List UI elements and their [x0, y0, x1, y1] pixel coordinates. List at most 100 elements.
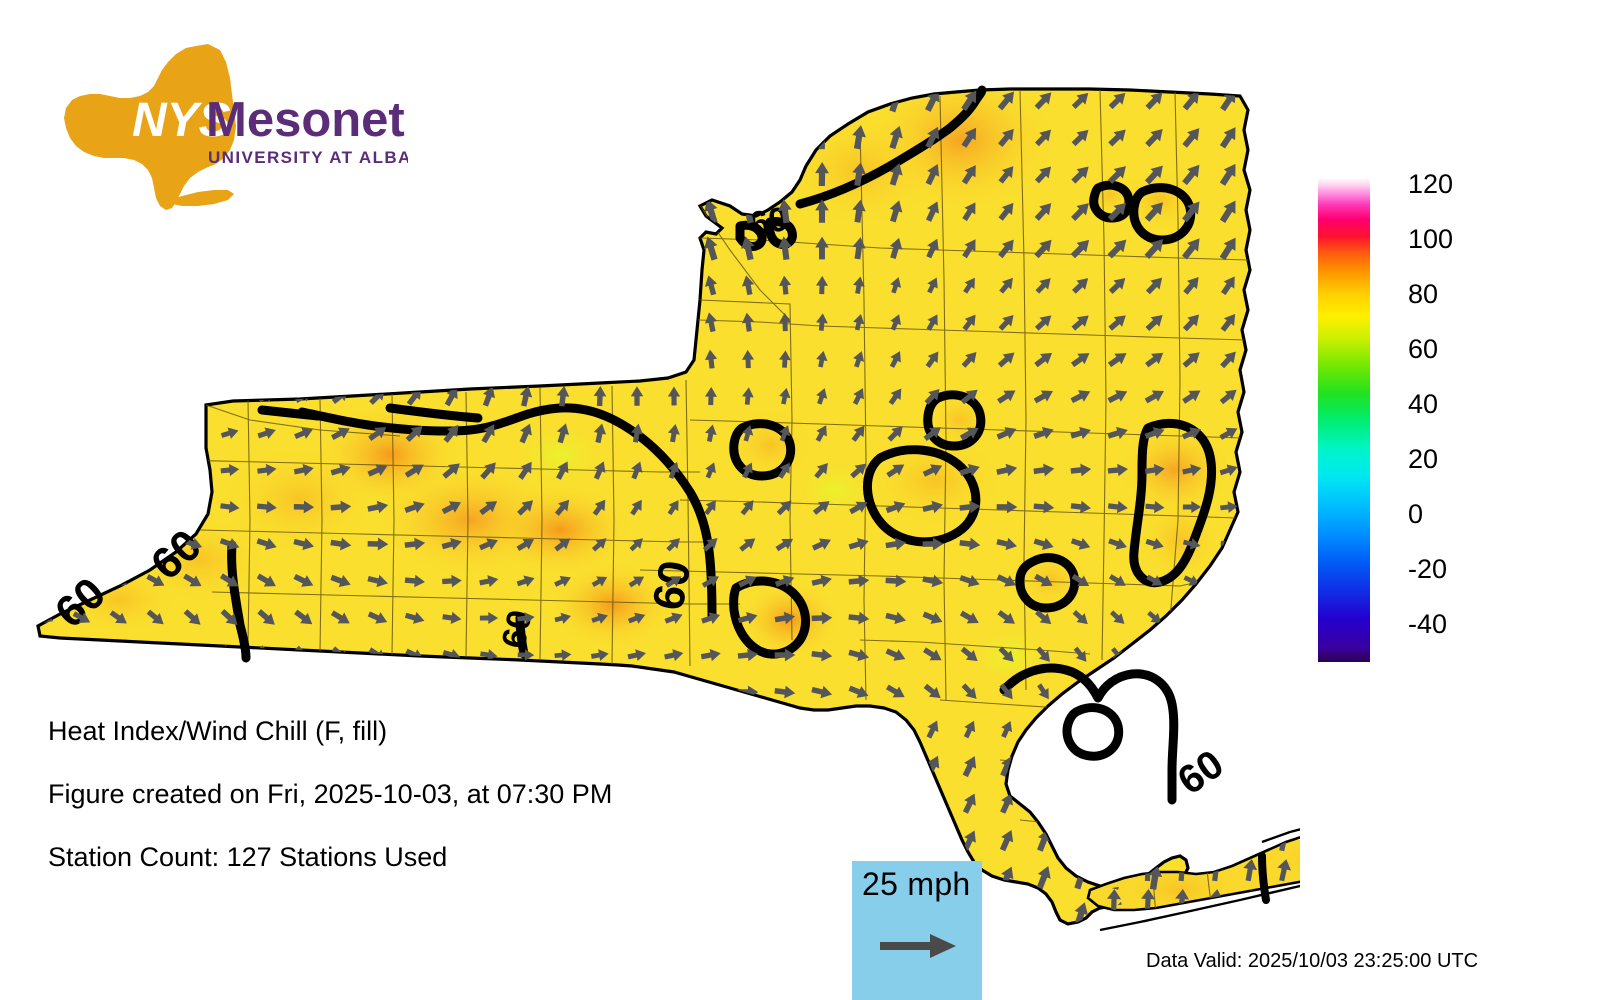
wind-arrow: [742, 387, 754, 405]
wind-arrow: [1107, 239, 1127, 259]
wind-arrow: [110, 646, 127, 662]
wind-arrow: [1148, 827, 1163, 853]
wind-arrow: [256, 537, 277, 550]
contour-60-hudson-loop: [1129, 418, 1217, 588]
wind-arrow: [1107, 829, 1122, 852]
wind-arrow: [480, 686, 497, 698]
wind-arrow: [73, 538, 91, 550]
wind-arrow: [519, 199, 533, 223]
wind-arrow: [1034, 352, 1053, 368]
wind-arrow: [1036, 646, 1050, 662]
contour-60-lakeshore-a: [257, 405, 323, 421]
wind-arrow: [519, 236, 533, 261]
wind-arrow: [407, 350, 421, 369]
wind-arrow: [73, 389, 90, 405]
wind-arrow: [147, 464, 165, 476]
wind-arrow: [445, 275, 458, 295]
wind-arrow: [704, 199, 718, 224]
contour-60-tiny-lakeshore2: [765, 217, 797, 249]
wind-arrow: [776, 500, 792, 516]
wind-arrow: [293, 500, 315, 514]
wind-arrow: [742, 349, 755, 369]
wind-arrow: [593, 348, 607, 370]
wind-arrow: [848, 685, 869, 698]
wind-arrow: [1073, 646, 1087, 662]
wind-arrow: [1145, 128, 1163, 148]
wind-arrow: [1221, 827, 1237, 853]
wind-arrow: [73, 237, 89, 261]
wind-arrow: [1241, 918, 1258, 942]
long-island-silhouette: [170, 190, 234, 206]
wind-arrow: [1185, 901, 1200, 924]
wind-arrow: [1071, 573, 1090, 586]
wind-arrow: [295, 353, 311, 367]
wind-arrow: [334, 278, 346, 294]
wind-arrow: [183, 500, 203, 513]
wind-arrow: [330, 463, 351, 477]
wind-arrow: [850, 463, 867, 479]
wind-arrow: [482, 348, 496, 370]
wind-arrow: [1182, 500, 1202, 514]
contour-label-60: 60: [495, 607, 540, 652]
wind-arrow: [404, 500, 425, 514]
wind-arrow: [1181, 427, 1202, 440]
wind-arrow: [889, 237, 903, 259]
wind-arrow: [556, 125, 570, 149]
wind-arrow: [294, 427, 313, 440]
wind-arrow: [811, 685, 833, 699]
wind-arrow: [630, 386, 644, 406]
wind-arrow: [591, 538, 607, 552]
wind-arrow: [590, 685, 610, 699]
wind-arrow: [704, 125, 718, 150]
wind-arrow: [999, 683, 1013, 700]
wind-arrow: [1182, 464, 1202, 477]
wind-arrow: [1033, 390, 1053, 404]
wind-arrow: [259, 681, 273, 701]
wind-arrow: [1038, 721, 1049, 738]
wind-arrow: [38, 312, 51, 333]
wind-arrow: [259, 278, 274, 293]
wind-arrow: [848, 611, 870, 625]
wind-arrow: [1035, 278, 1051, 294]
wind-arrow: [1000, 756, 1013, 777]
wind-arrow: [815, 719, 828, 740]
wind-arrow: [220, 500, 240, 514]
wind-arrow: [1037, 756, 1051, 777]
wind-arrow: [554, 538, 571, 552]
long-island-outline: [1086, 835, 1300, 912]
wind-arrow: [925, 793, 940, 815]
wind-arrow: [1000, 793, 1013, 814]
wind-arrow: [370, 238, 384, 259]
colorbar-tick-label: 60: [1408, 334, 1438, 364]
wind-arrow: [961, 351, 977, 368]
wind-arrow: [145, 239, 164, 259]
wind-arrow: [1033, 537, 1054, 550]
wind-arrow: [890, 314, 901, 331]
contour-label-60: 60: [644, 557, 701, 614]
wind-arrow: [925, 164, 940, 186]
wind-arrow: [667, 236, 681, 261]
wind-arrow: [147, 353, 164, 367]
wind-arrow: [923, 647, 942, 661]
contour-60-lower-hudson-loop: [1062, 703, 1124, 761]
wind-arrow: [1182, 201, 1200, 223]
wind-arrow: [667, 125, 681, 150]
wind-arrow: [293, 573, 314, 587]
wind-arrow: [445, 89, 459, 111]
wind-arrow: [741, 275, 755, 296]
wind-arrow: [1220, 611, 1237, 623]
wind-arrow: [38, 275, 51, 296]
wind-arrow: [1145, 315, 1163, 332]
wind-arrow: [482, 311, 496, 333]
wind-arrow: [815, 236, 829, 260]
wind-arrow: [147, 681, 162, 701]
wind-arrow: [811, 574, 832, 588]
wind-arrow: [959, 537, 981, 551]
wind-arrow: [445, 127, 459, 148]
wind-arrow: [296, 315, 310, 330]
wind-arrow: [38, 236, 52, 261]
wind-arrow: [777, 161, 792, 187]
wind-arrow: [816, 313, 828, 331]
wind-arrow: [779, 425, 791, 442]
